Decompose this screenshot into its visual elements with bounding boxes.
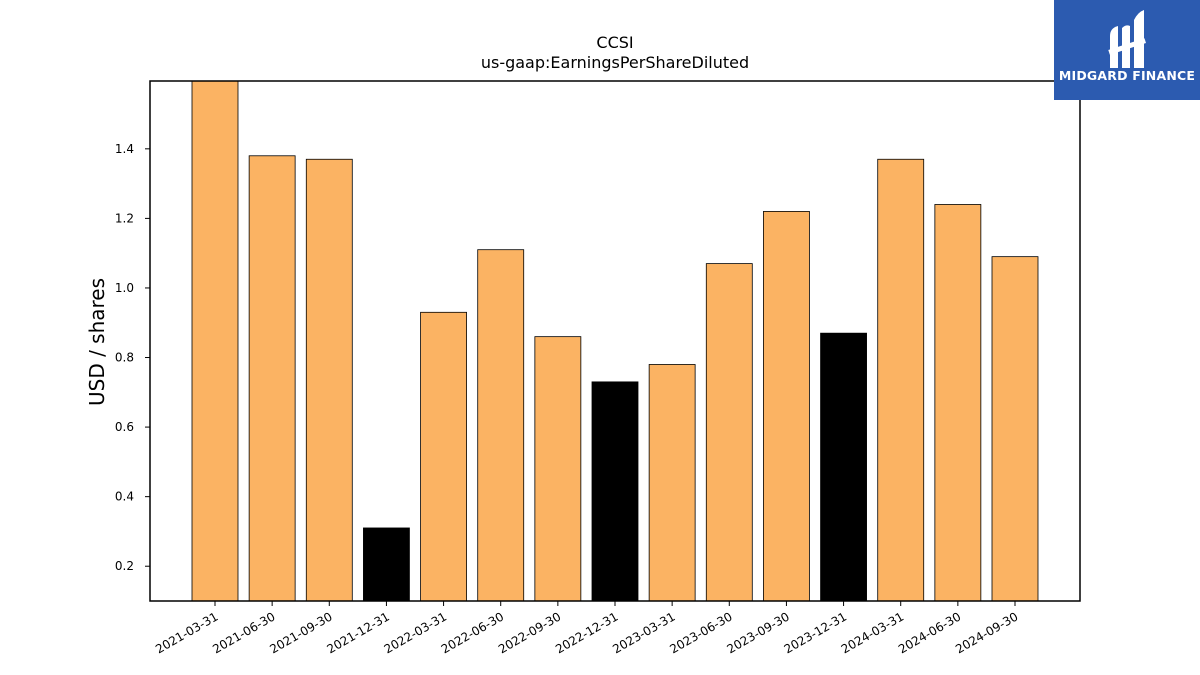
x-tick-label: 2021-09-30	[267, 609, 334, 656]
y-axis-label: USD / shares	[85, 278, 109, 406]
y-tick-label: 0.8	[115, 351, 134, 365]
x-tick-label: 2022-09-30	[496, 609, 563, 656]
bar-2023-09-30	[763, 211, 810, 602]
y-tick-label: 0.6	[115, 420, 134, 434]
logo-mark-icon	[1108, 10, 1146, 68]
x-tick-label: 2023-03-31	[610, 609, 677, 656]
x-tick-label: 2022-06-30	[439, 609, 506, 656]
x-tick-label: 2022-12-31	[553, 609, 620, 656]
y-axis: 0.2 0.4 0.6 0.8 1.0 1.2 1.4	[115, 142, 150, 573]
bar-2023-12-31	[820, 332, 867, 602]
plot-frame	[149, 80, 1081, 602]
brand-logo: MIDGARD FINANCE	[1054, 0, 1200, 100]
chart-subtitle: us-gaap:EarningsPerShareDiluted	[481, 53, 749, 72]
x-tick-label: 2023-12-31	[782, 609, 849, 656]
x-tick-label: 2022-03-31	[382, 609, 449, 656]
x-axis: 2021-03-312021-06-302021-09-302021-12-31…	[153, 601, 1021, 656]
y-tick-label: 1.2	[115, 211, 134, 225]
bar-2024-06-30	[934, 204, 982, 602]
bar-2021-06-30	[248, 155, 296, 602]
y-tick-label: 1.4	[115, 142, 134, 156]
bars-group	[191, 80, 1039, 602]
bar-2022-12-31	[591, 381, 639, 602]
x-tick-label: 2024-09-30	[953, 609, 1020, 656]
x-tick-label: 2023-06-30	[667, 609, 734, 656]
bar-2022-03-31	[420, 311, 467, 602]
bar-2021-03-31	[191, 80, 239, 602]
x-tick-label: 2021-03-31	[153, 609, 220, 656]
x-tick-label: 2023-09-30	[725, 609, 792, 656]
bar-2024-03-31	[877, 158, 925, 602]
x-tick-label: 2021-12-31	[325, 609, 392, 656]
logo-text: MIDGARD FINANCE	[1058, 68, 1196, 83]
y-tick-label: 0.4	[115, 490, 134, 504]
bar-2021-12-31	[363, 527, 410, 602]
x-tick-label: 2024-06-30	[896, 609, 963, 656]
bar-2023-03-31	[648, 364, 696, 602]
bar-2024-09-30	[991, 256, 1039, 602]
bar-2022-06-30	[477, 249, 525, 602]
x-tick-label: 2021-06-30	[210, 609, 277, 656]
x-tick-label: 2024-03-31	[839, 609, 906, 656]
bar-2021-09-30	[305, 158, 353, 602]
bar-2022-09-30	[534, 336, 582, 602]
y-tick-label: 1.0	[115, 281, 134, 295]
y-tick-label: 0.2	[115, 559, 134, 573]
bar-2023-06-30	[705, 263, 753, 602]
chart-title: CCSI	[596, 33, 633, 52]
